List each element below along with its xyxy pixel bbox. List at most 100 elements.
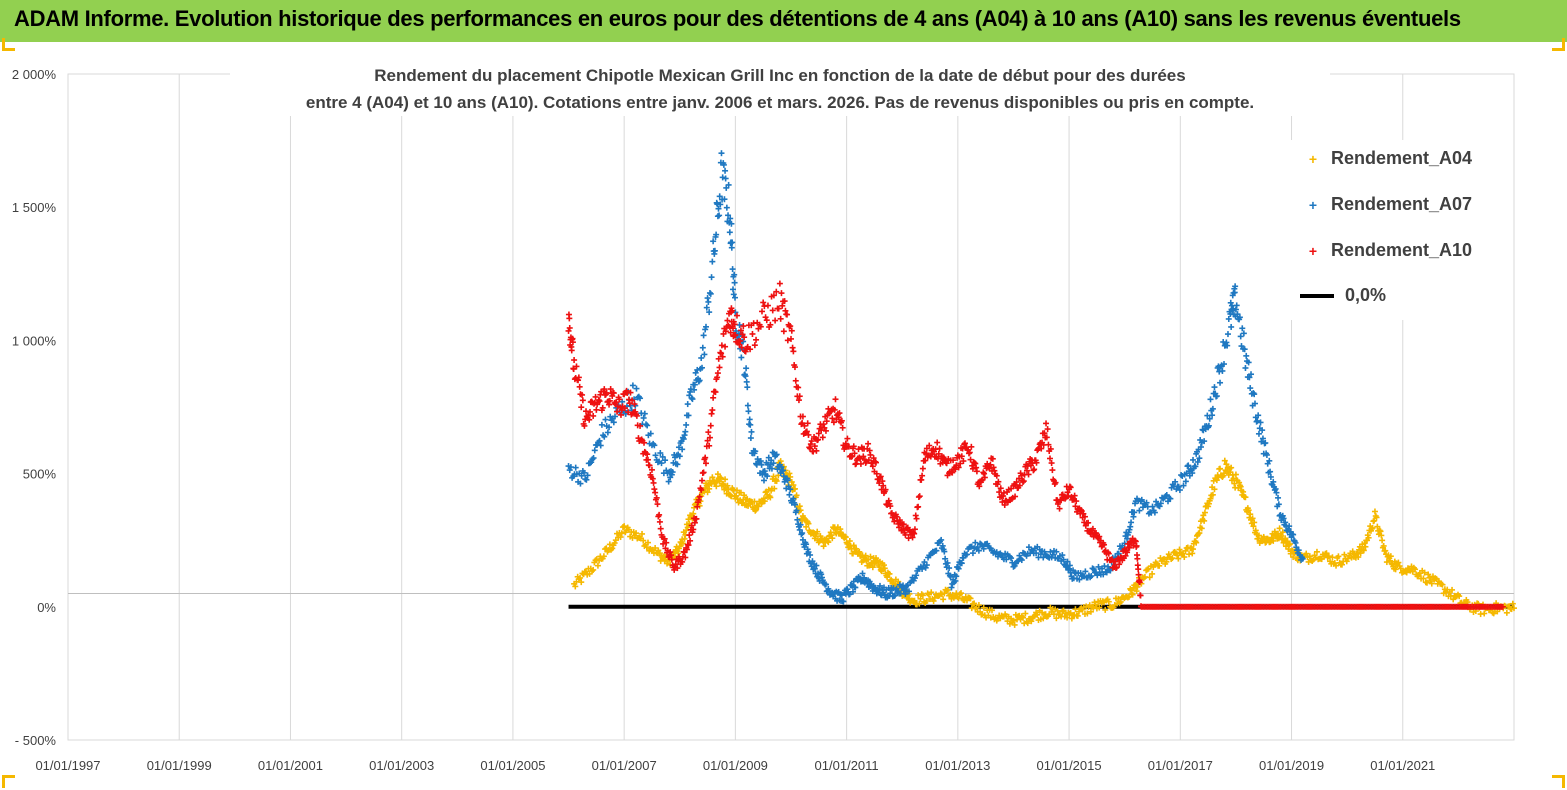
scatter-point	[640, 537, 647, 544]
y-tick-label: 1 000%	[12, 333, 57, 348]
chart-legend: + Rendement_A04 + Rendement_A07 + Rendem…	[1290, 140, 1510, 320]
scatter-point	[1182, 547, 1189, 554]
scatter-point	[1092, 601, 1099, 608]
scatter-point	[731, 279, 738, 286]
scatter-point	[862, 552, 869, 559]
scatter-point	[618, 530, 625, 537]
scatter-point	[1286, 540, 1293, 547]
scatter-point	[675, 444, 682, 451]
scatter-point	[820, 543, 827, 550]
scatter-point	[1033, 550, 1040, 557]
scatter-point	[867, 553, 874, 560]
scatter-point	[916, 493, 923, 500]
scatter-point	[1426, 574, 1433, 581]
scatter-point	[1383, 559, 1390, 566]
scatter-point	[1149, 570, 1156, 577]
scatter-point	[974, 544, 981, 551]
scatter-point	[566, 315, 573, 322]
scatter-point	[1174, 552, 1181, 559]
scatter-point	[786, 491, 793, 498]
scatter-point	[763, 317, 770, 324]
scatter-point	[1019, 614, 1026, 621]
scatter-point	[704, 489, 711, 496]
scatter-point	[958, 590, 965, 597]
scatter-point	[787, 473, 794, 480]
scatter-point	[1066, 610, 1073, 617]
x-tick-label: 01/01/2017	[1148, 758, 1213, 773]
scatter-point	[865, 440, 872, 447]
chart-marks	[565, 150, 1517, 628]
corner-mark-bottom-right	[1552, 775, 1565, 788]
y-tick-label: - 500%	[15, 733, 57, 748]
scatter-point	[1126, 593, 1133, 600]
scatter-point	[1432, 575, 1439, 582]
scatter-point	[953, 573, 960, 580]
scatter-point	[707, 422, 714, 429]
scatter-point	[895, 578, 902, 585]
scatter-point	[1387, 553, 1394, 560]
scatter-point	[892, 592, 899, 599]
scatter-point	[776, 280, 783, 287]
scatter-point	[1439, 581, 1446, 588]
scatter-point	[842, 534, 849, 541]
scatter-point	[724, 317, 731, 324]
y-tick-label: 0%	[37, 600, 56, 615]
scatter-point	[711, 247, 718, 254]
scatter-point	[633, 530, 640, 537]
scatter-point	[1242, 494, 1249, 501]
scatter-point	[784, 477, 791, 484]
scatter-point	[679, 540, 686, 547]
scatter-point	[665, 478, 672, 485]
scatter-point	[747, 435, 754, 442]
scatter-point	[1242, 364, 1249, 371]
scatter-point	[590, 412, 597, 419]
scatter-point	[1428, 580, 1435, 587]
scatter-point	[915, 503, 922, 510]
scatter-point	[606, 424, 613, 431]
scatter-point	[813, 562, 820, 569]
scatter-point	[1395, 559, 1402, 566]
scatter-point	[609, 545, 616, 552]
scatter-point	[1380, 542, 1387, 549]
scatter-point	[600, 553, 607, 560]
y-tick-label: 500%	[23, 467, 57, 482]
report-title: ADAM Informe. Evolution historique des p…	[14, 6, 1461, 31]
scatter-point	[594, 562, 601, 569]
scatter-point	[593, 406, 600, 413]
corner-mark-bottom-left	[2, 775, 15, 788]
scatter-point	[1207, 396, 1214, 403]
scatter-point	[742, 373, 749, 380]
scatter-point	[722, 175, 729, 182]
scatter-point	[1421, 569, 1428, 576]
scatter-point	[941, 548, 948, 555]
scatter-point	[1135, 566, 1142, 573]
scatter-point	[768, 465, 775, 472]
y-tick-label: 2 000%	[12, 67, 57, 82]
scatter-point	[689, 396, 696, 403]
scatter-point	[1325, 553, 1332, 560]
scatter-point	[803, 523, 810, 530]
y-tick-label: 1 500%	[12, 200, 57, 215]
scatter-point	[725, 181, 732, 188]
scatter-point	[1276, 525, 1283, 532]
scatter-point	[716, 193, 723, 200]
scatter-point	[1425, 571, 1432, 578]
scatter-point	[1024, 620, 1031, 627]
scatter-point	[700, 469, 707, 476]
scatter-point	[1102, 606, 1109, 613]
legend-label-a07: Rendement_A07	[1331, 194, 1473, 214]
scatter-point	[1040, 615, 1047, 622]
scatter-point	[612, 413, 619, 420]
scatter-point	[917, 595, 924, 602]
scatter-point	[852, 584, 859, 591]
chart-title: Rendement du placement Chipotle Mexican …	[230, 62, 1330, 116]
scatter-point	[967, 595, 974, 602]
scatter-point	[1008, 555, 1015, 562]
scatter-point	[1232, 471, 1239, 478]
scatter-point	[705, 429, 712, 436]
scatter-point	[1011, 621, 1018, 628]
x-tick-label: 01/01/2007	[592, 758, 657, 773]
scatter-point	[684, 524, 691, 531]
scatter-point	[584, 472, 591, 479]
scatter-point	[1064, 558, 1071, 565]
